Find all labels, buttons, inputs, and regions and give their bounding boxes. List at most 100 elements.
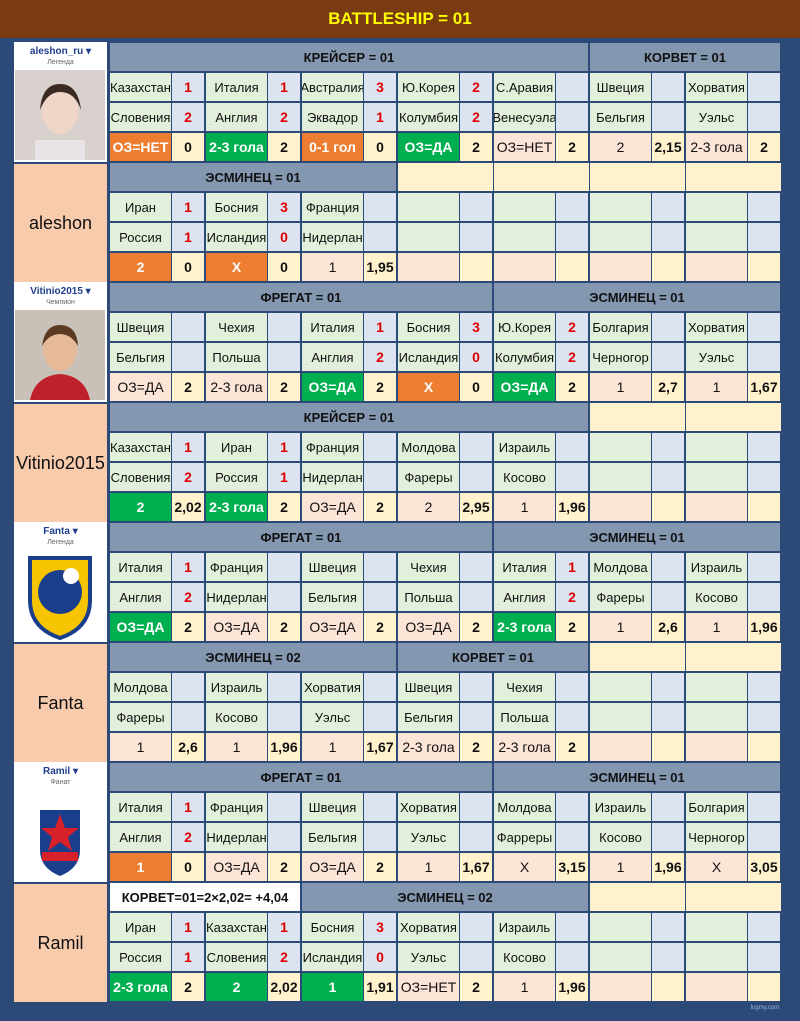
empty-cell (652, 913, 684, 941)
empty-cell (460, 193, 492, 221)
empty-header (590, 883, 685, 911)
result-cell: 2 (206, 973, 267, 1001)
score-cell: 2 (172, 583, 204, 611)
score-cell (556, 703, 588, 731)
result-cell: ОЗ=ДА (110, 613, 171, 641)
score-cell: 1 (172, 73, 204, 101)
result-cell: ОЗ=ДА (398, 133, 459, 161)
empty-cell (686, 253, 747, 281)
team-cell: Молдова (590, 553, 651, 581)
coef-cell: 2 (364, 613, 396, 641)
coef-cell: 2 (460, 973, 492, 1001)
group-header: ФРЕГАТ = 01 (110, 283, 492, 311)
team-cell: Ю.Корея (494, 313, 555, 341)
result-cell: 1 (590, 853, 651, 881)
empty-cell (748, 703, 780, 731)
team-cell: Уэльс (398, 943, 459, 971)
coef-cell: 2 (556, 373, 588, 401)
result-cell: 1 (494, 493, 555, 521)
result-cell: 1 (590, 613, 651, 641)
coef-cell: 2 (268, 493, 300, 521)
team-cell: Исландия (398, 343, 459, 371)
score-cell (268, 673, 300, 701)
result-cell: 1 (110, 853, 171, 881)
empty-cell (686, 433, 747, 461)
result-cell: 2-3 гола (686, 133, 747, 161)
team-cell: Франция (206, 553, 267, 581)
score-cell (364, 673, 396, 701)
username: Vitinio2015 ▾ (30, 285, 91, 297)
team-cell: Словения (206, 943, 267, 971)
score-cell (460, 823, 492, 851)
empty-header (398, 163, 493, 191)
score-cell (748, 73, 780, 101)
team-cell: Израиль (206, 673, 267, 701)
score-cell (748, 343, 780, 371)
empty-cell (652, 493, 684, 521)
result-cell: 1 (686, 613, 747, 641)
group-header: ЭСМИНЕЦ = 01 (494, 763, 780, 791)
empty-cell (652, 673, 684, 701)
result-cell: 2 (110, 493, 171, 521)
empty-cell (748, 973, 780, 1001)
empty-cell (590, 193, 651, 221)
team-cell: Босния (398, 313, 459, 341)
empty-cell (398, 193, 459, 221)
result-cell: ОЗ=ДА (494, 373, 555, 401)
rank: Легенда (47, 58, 74, 66)
score-cell (268, 553, 300, 581)
empty-cell (556, 193, 588, 221)
team-cell: Косово (590, 823, 651, 851)
team-cell: Франция (302, 433, 363, 461)
team-cell: Израиль (494, 913, 555, 941)
team-cell: Англия (494, 583, 555, 611)
result-cell: 2 (590, 133, 651, 161)
team-cell: Фареры (110, 703, 171, 731)
score-cell: 2 (172, 823, 204, 851)
empty-cell (652, 943, 684, 971)
team-cell: Швеция (398, 673, 459, 701)
group-header: ЭСМИНЕЦ = 01 (110, 163, 396, 191)
avatar-image (15, 310, 105, 400)
coef-cell: 0 (364, 133, 396, 161)
empty-cell (398, 223, 459, 251)
score-cell: 2 (460, 73, 492, 101)
coef-cell: 1,96 (268, 733, 300, 761)
coef-cell: 2 (268, 133, 300, 161)
coef-cell: 2 (364, 493, 396, 521)
team-cell: Иран (110, 913, 171, 941)
score-cell: 1 (364, 313, 396, 341)
result-cell: ОЗ=ДА (302, 853, 363, 881)
score-cell (364, 433, 396, 461)
score-cell: 1 (172, 193, 204, 221)
result-cell: 1 (302, 253, 363, 281)
group-header: ЭСМИНЕЦ = 01 (494, 283, 780, 311)
score-cell: 1 (172, 913, 204, 941)
coef-cell: 1,91 (364, 973, 396, 1001)
score-cell: 1 (556, 553, 588, 581)
team-cell: Хорватия (398, 793, 459, 821)
coef-cell: 2 (556, 613, 588, 641)
team-cell: Бельгия (302, 583, 363, 611)
team-cell: Хорватия (398, 913, 459, 941)
team-cell: Косово (206, 703, 267, 731)
team-cell: Хорватия (686, 73, 747, 101)
score-cell: 1 (268, 433, 300, 461)
score-cell (748, 313, 780, 341)
team-cell: Италия (206, 73, 267, 101)
result-cell: 1 (398, 853, 459, 881)
empty-cell (686, 493, 747, 521)
group-header: КРЕЙСЕР = 01 (110, 43, 588, 71)
coef-cell: 0 (172, 853, 204, 881)
team-cell: Казахстан (206, 913, 267, 941)
result-cell: 1 (302, 973, 363, 1001)
score-cell: 2 (460, 103, 492, 131)
team-cell: Колумбия (398, 103, 459, 131)
score-cell: 3 (268, 193, 300, 221)
coef-cell: 3,15 (556, 853, 588, 881)
score-cell: 3 (460, 313, 492, 341)
coef-cell: 2,6 (652, 613, 684, 641)
score-cell: 0 (460, 343, 492, 371)
result-cell: 2 (110, 253, 171, 281)
empty-cell (652, 733, 684, 761)
